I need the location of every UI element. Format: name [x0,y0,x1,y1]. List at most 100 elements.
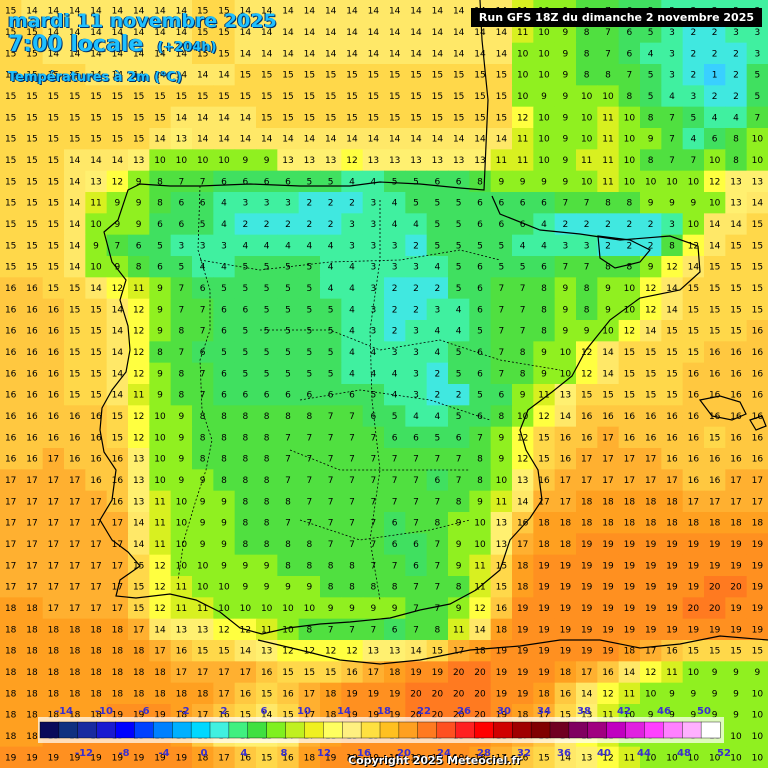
legend-tick-label: -6 [138,706,149,717]
temperature-cell [42,170,65,193]
temperature-cell [746,213,768,236]
temperature-value: 12 [133,369,144,379]
temperature-value: 15 [645,369,656,379]
temperature-cell [746,277,768,300]
temperature-cell [149,320,172,342]
temperature-value: 14 [346,28,358,38]
temperature-value: 15 [538,433,549,443]
temperature-cell [64,21,86,44]
temperature-value: 10 [624,177,636,187]
temperature-cell [64,298,86,321]
temperature-cell [149,106,172,129]
temperature-value: 2 [264,220,270,230]
temperature-value: 15 [453,113,464,123]
temperature-value: 14 [666,305,678,315]
temperature-value: 14 [368,49,380,59]
temperature-value: 3 [370,199,376,209]
temperature-cell [320,213,342,236]
temperature-cell [405,170,428,193]
temperature-value: 15 [752,305,763,315]
temperature-value: 14 [474,28,486,38]
temperature-value: 19 [602,561,614,571]
temperature-value: 11 [154,519,165,529]
temperature-cell [106,320,129,342]
temperature-value: 4 [520,241,526,251]
temperature-value: 12 [645,305,656,315]
temperature-value: 9 [690,199,696,209]
temperature-value: 6 [178,220,184,230]
temperature-value: 18 [133,647,145,657]
legend-tick-label: 44 [637,748,651,759]
temperature-cell [469,170,492,193]
temperature-value: 8 [605,199,611,209]
temperature-cell [362,85,385,108]
temperature-value: 6 [200,348,206,358]
temperature-value: 5 [306,327,312,337]
temperature-value: 16 [688,391,700,401]
temperature-value: 16 [752,455,764,465]
temperature-value: 4 [349,348,355,358]
temperature-cell [490,213,513,236]
temperature-cell [42,106,65,129]
temperature-value: 7 [370,455,376,465]
temperature-value: 19 [666,604,678,614]
temperature-cell [234,320,257,342]
temperature-value: 10 [688,177,700,187]
temperature-value: 16 [5,305,17,315]
temperature-value: 9 [200,497,206,507]
temperature-value: 4 [349,327,355,337]
temperature-cell [42,0,65,22]
temperature-cell [341,85,364,108]
temperature-value: 16 [5,369,17,379]
temperature-value: 8 [221,433,227,443]
temperature-cell [554,170,577,193]
temperature-value: 2 [434,284,440,294]
legend-swatch [644,721,664,739]
temperature-value: 10 [538,135,550,145]
temperature-cell [320,149,342,172]
temperature-value: 19 [517,689,529,699]
temperature-value: 18 [624,497,636,507]
temperature-value: 18 [69,647,81,657]
temperature-value: 14 [496,28,508,38]
temperature-value: 5 [434,433,440,443]
temperature-cell [64,170,86,193]
temperature-value: 6 [221,369,227,379]
temperature-value: 9 [221,540,227,550]
temperature-cell [106,42,129,65]
temperature-cell [341,21,364,44]
temperature-value: 14 [474,625,486,635]
temperature-cell [256,298,278,321]
temperature-cell [469,277,492,300]
temperature-cell [0,192,22,214]
temperature-value: 6 [456,177,462,187]
temperature-cell [0,149,22,172]
temperature-value: 5 [157,241,163,251]
legend-swatch [39,721,60,739]
temperature-value: 8 [541,327,547,337]
temperature-cell [682,128,705,150]
temperature-value: 17 [69,583,80,593]
temperature-cell [426,64,449,86]
temperature-cell [341,234,364,257]
temperature-value: 2 [562,220,568,230]
temperature-value: 16 [261,668,273,678]
temperature-value: 15 [5,199,16,209]
temperature-cell [490,234,513,257]
temperature-value: 13 [730,199,741,209]
temperature-cell [725,85,748,108]
legend-swatch [77,721,98,739]
temperature-cell [277,170,300,193]
temperature-cell [661,42,684,65]
temperature-cell [234,341,257,364]
temperature-cell [85,128,108,150]
temperature-value: 5 [306,348,312,358]
temperature-value: 9 [456,540,462,550]
temperature-value: 14 [90,284,102,294]
temperature-value: 18 [304,753,316,763]
temperature-value: 9 [562,327,568,337]
copyright: Copyright 2025 Meteociel.fr [348,754,522,767]
temperature-value: 13 [133,476,144,486]
temperature-cell [106,0,129,22]
temperature-value: 15 [368,92,379,102]
